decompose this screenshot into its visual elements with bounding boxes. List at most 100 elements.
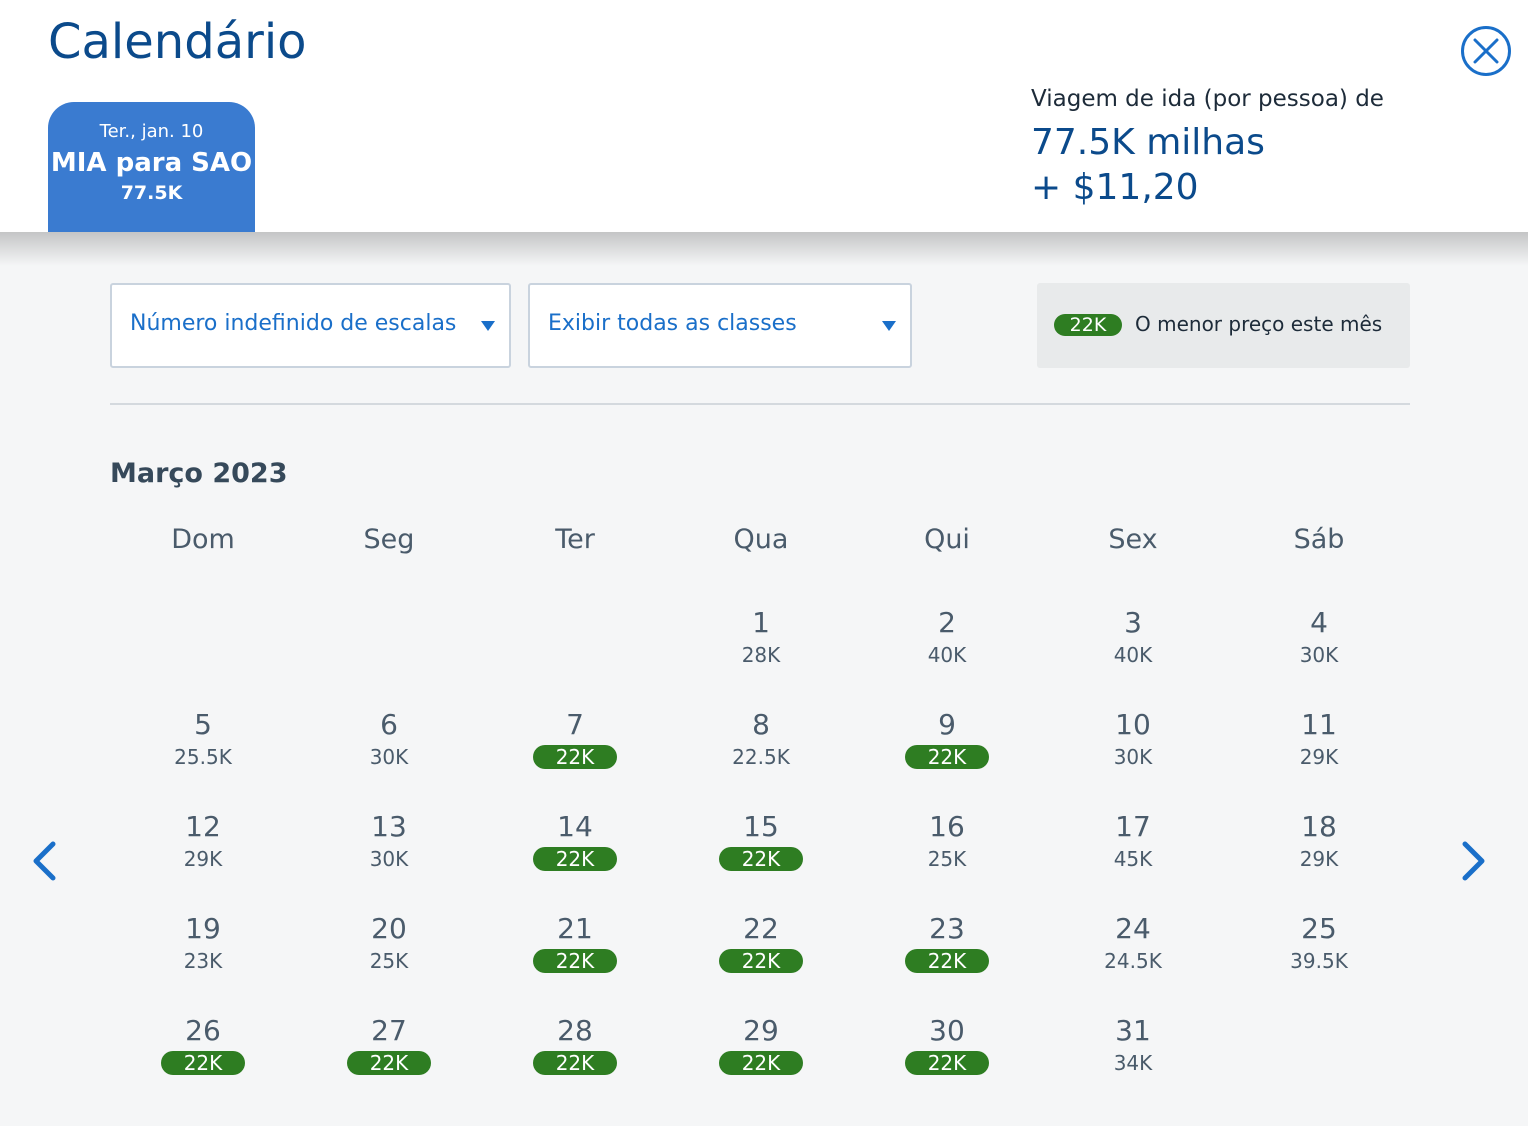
calendar-day[interactable]: 18 29K xyxy=(1226,811,1412,901)
lowest-price-pill: 22K xyxy=(533,745,617,769)
lowest-price-pill: 22K xyxy=(347,1051,431,1075)
day-number: 5 xyxy=(194,708,212,741)
weekday-label: Qui xyxy=(924,524,970,555)
day-number: 18 xyxy=(1301,810,1337,843)
day-number: 24 xyxy=(1115,912,1151,945)
close-button[interactable] xyxy=(1461,26,1511,76)
day-number: 16 xyxy=(929,810,965,843)
page-title: Calendário xyxy=(48,14,307,70)
day-number: 30 xyxy=(929,1014,965,1047)
day-price: 29K xyxy=(183,847,223,871)
day-price: 45K xyxy=(1113,847,1153,871)
price-miles: 77.5K milhas xyxy=(1031,122,1265,163)
divider xyxy=(110,403,1410,405)
weekday-label: Qua xyxy=(733,524,789,555)
calendar-day[interactable]: 23 22K xyxy=(854,913,1040,1003)
legend-pill: 22K xyxy=(1054,314,1122,336)
day-number: 31 xyxy=(1115,1014,1151,1047)
calendar-day[interactable]: 8 22.5K xyxy=(668,709,854,799)
day-number: 2 xyxy=(938,606,956,639)
stops-select[interactable]: Número indefinido de escalas xyxy=(110,283,511,368)
calendar-day[interactable]: 16 25K xyxy=(854,811,1040,901)
day-number: 12 xyxy=(185,810,221,843)
lowest-price-pill: 22K xyxy=(533,1051,617,1075)
calendar-day[interactable]: 21 22K xyxy=(482,913,668,1003)
lowest-price-legend: 22K O menor preço este mês xyxy=(1037,283,1410,368)
price-summary: Viagem de ida (por pessoa) de 77.5K milh… xyxy=(1031,86,1384,208)
day-number: 22 xyxy=(743,912,779,945)
calendar-day[interactable]: 6 30K xyxy=(296,709,482,799)
chevron-left-icon xyxy=(33,841,56,881)
stops-select-value: Número indefinido de escalas xyxy=(130,311,457,336)
calendar-day[interactable]: 17 45K xyxy=(1040,811,1226,901)
day-number: 29 xyxy=(743,1014,779,1047)
lowest-price-pill: 22K xyxy=(719,847,803,871)
day-number: 20 xyxy=(371,912,407,945)
next-month-button[interactable] xyxy=(1448,836,1498,886)
calendar-day[interactable]: 22 22K xyxy=(668,913,854,1003)
trip-route: MIA para SAO xyxy=(50,148,253,178)
day-number: 9 xyxy=(938,708,956,741)
day-price: 22.5K xyxy=(732,745,790,769)
month-title: Março 2023 xyxy=(110,458,288,489)
calendar-day[interactable]: 27 22K xyxy=(296,1015,482,1105)
day-number: 6 xyxy=(380,708,398,741)
day-price: 40K xyxy=(927,643,967,667)
day-number: 8 xyxy=(752,708,770,741)
calendar-day[interactable]: 10 30K xyxy=(1040,709,1226,799)
day-number: 27 xyxy=(371,1014,407,1047)
weekday-label: Sex xyxy=(1108,524,1158,555)
price-cash: + $11,20 xyxy=(1031,167,1199,208)
day-price: 39.5K xyxy=(1290,949,1348,973)
calendar-day[interactable]: 19 23K xyxy=(110,913,296,1003)
calendar-day[interactable]: 4 30K xyxy=(1226,607,1412,697)
calendar-day[interactable]: 7 22K xyxy=(482,709,668,799)
weekday-label: Dom xyxy=(171,524,235,555)
calendar-day[interactable]: 29 22K xyxy=(668,1015,854,1105)
weekday-label: Seg xyxy=(363,524,415,555)
class-select-value: Exibir todas as classes xyxy=(548,311,797,336)
day-number: 19 xyxy=(185,912,221,945)
day-number: 23 xyxy=(929,912,965,945)
calendar-day[interactable]: 25 39.5K xyxy=(1226,913,1412,1003)
legend-text: O menor preço este mês xyxy=(1135,312,1383,336)
calendar-day[interactable]: 31 34K xyxy=(1040,1015,1226,1105)
calendar-day[interactable]: 2 40K xyxy=(854,607,1040,697)
trip-tab[interactable]: Ter., jan. 10 MIA para SAO 77.5K xyxy=(48,102,255,232)
weekday-label: Sáb xyxy=(1293,524,1345,555)
day-number: 21 xyxy=(557,912,593,945)
prev-month-button[interactable] xyxy=(20,836,70,886)
calendar-day[interactable]: 5 25.5K xyxy=(110,709,296,799)
lowest-price-pill: 22K xyxy=(905,1051,989,1075)
close-icon xyxy=(1473,38,1499,64)
day-price: 23K xyxy=(183,949,223,973)
day-number: 25 xyxy=(1301,912,1337,945)
calendar-day[interactable]: 11 29K xyxy=(1226,709,1412,799)
day-number: 1 xyxy=(752,606,770,639)
day-number: 17 xyxy=(1115,810,1151,843)
calendar-day[interactable]: 24 24.5K xyxy=(1040,913,1226,1003)
day-price: 30K xyxy=(369,847,409,871)
calendar-day[interactable]: 20 25K xyxy=(296,913,482,1003)
day-price: 25.5K xyxy=(174,745,232,769)
calendar-day[interactable]: 28 22K xyxy=(482,1015,668,1105)
day-price: 29K xyxy=(1299,847,1339,871)
calendar-day[interactable]: 1 28K xyxy=(668,607,854,697)
day-number: 10 xyxy=(1115,708,1151,741)
caret-down-icon xyxy=(882,321,896,331)
calendar-day[interactable]: 14 22K xyxy=(482,811,668,901)
calendar-day[interactable]: 30 22K xyxy=(854,1015,1040,1105)
calendar-day[interactable]: 15 22K xyxy=(668,811,854,901)
calendar-day[interactable]: 13 30K xyxy=(296,811,482,901)
calendar-day[interactable]: 9 22K xyxy=(854,709,1040,799)
class-select[interactable]: Exibir todas as classes xyxy=(528,283,912,368)
calendar-day[interactable]: 12 29K xyxy=(110,811,296,901)
lowest-price-pill: 22K xyxy=(905,949,989,973)
header-shadow xyxy=(0,232,1528,266)
day-number: 11 xyxy=(1301,708,1337,741)
calendar-day[interactable]: 3 40K xyxy=(1040,607,1226,697)
day-number: 28 xyxy=(557,1014,593,1047)
calendar-day[interactable]: 26 22K xyxy=(110,1015,296,1105)
lowest-price-pill: 22K xyxy=(533,949,617,973)
trip-date: Ter., jan. 10 xyxy=(99,121,204,142)
